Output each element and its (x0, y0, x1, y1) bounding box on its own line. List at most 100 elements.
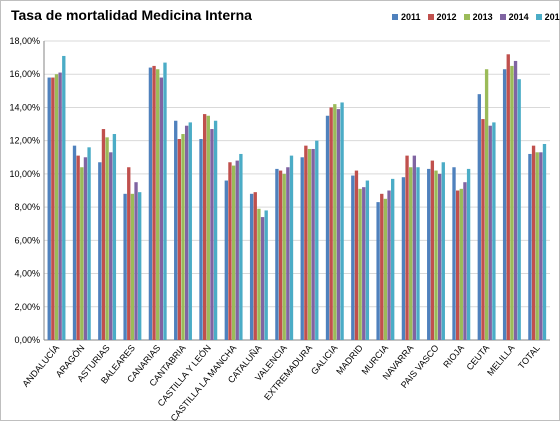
bar-2015-18 (517, 79, 521, 340)
bar-2013-19 (535, 152, 539, 340)
bar-2015-10 (315, 140, 319, 340)
bar-2015-1 (87, 147, 91, 340)
bar-2012-11 (329, 107, 333, 340)
bar-2012-5 (177, 139, 182, 340)
legend-label-2011: 2011 (401, 12, 421, 22)
bar-2014-6 (210, 129, 214, 340)
bar-2012-13 (380, 193, 384, 340)
legend-item-2011: 2011 (392, 12, 421, 22)
bar-2015-19 (542, 143, 547, 340)
bar-2013-16 (459, 188, 463, 340)
y-tick-label: 0,00% (14, 335, 40, 345)
legend-label-2014: 2014 (508, 12, 529, 22)
legend-swatch-2013 (463, 14, 470, 20)
bar-2014-19 (539, 152, 543, 340)
bar-2014-18 (513, 60, 518, 340)
bar-2011-4 (148, 67, 153, 341)
bar-2015-13 (391, 178, 395, 340)
legend-item-2015: 2015 (535, 12, 560, 22)
bar-2013-18 (510, 65, 514, 341)
bar-2013-0 (54, 74, 59, 340)
bar-2012-4 (152, 65, 156, 341)
bar-2012-15 (430, 160, 435, 340)
bar-2014-9 (286, 167, 290, 340)
legend-item-2012: 2012 (427, 12, 457, 22)
bar-2012-9 (278, 170, 283, 340)
legend-item-2013: 2013 (463, 12, 493, 22)
x-category-label: ANDALUCÍA (20, 343, 61, 389)
bar-2013-7 (231, 165, 236, 340)
legend-swatch-2011 (392, 14, 398, 20)
bar-2011-7 (224, 180, 228, 340)
y-tick-label: 4,00% (14, 269, 40, 279)
bar-2011-5 (174, 120, 178, 340)
bar-2012-12 (354, 170, 359, 340)
bar-2013-12 (358, 188, 362, 340)
bar-2013-5 (181, 134, 185, 340)
y-tick-label: 14,00% (9, 102, 40, 112)
bar-2014-10 (311, 148, 315, 340)
bar-2013-6 (206, 115, 210, 340)
legend-label-2012: 2012 (436, 12, 457, 22)
bar-2011-11 (325, 115, 330, 340)
bar-2012-14 (405, 155, 409, 340)
bar-2013-11 (333, 104, 337, 340)
bar-2011-18 (502, 69, 507, 340)
y-tick-label: 12,00% (9, 136, 40, 146)
bar-2011-16 (452, 167, 456, 340)
bar-2012-16 (455, 190, 460, 340)
bar-2014-2 (109, 152, 113, 340)
bar-2014-12 (362, 187, 366, 340)
bar-2011-9 (275, 168, 279, 340)
chart-legend: 2011 2012 2013 2014 2015 (392, 12, 560, 22)
bar-2012-1 (76, 155, 80, 340)
bar-2015-8 (264, 210, 268, 340)
y-tick-label: 18,00% (9, 36, 40, 46)
legend-label-2015: 2015 (544, 12, 560, 22)
bar-2015-6 (213, 120, 218, 340)
y-tick-label: 16,00% (9, 69, 40, 79)
bar-2011-2 (98, 162, 102, 340)
bar-2015-15 (441, 162, 445, 340)
bar-2012-0 (51, 77, 55, 341)
bar-2011-3 (123, 193, 127, 340)
bar-2013-2 (105, 137, 109, 340)
bar-2013-9 (282, 173, 286, 340)
bar-2014-3 (134, 182, 138, 340)
bar-2011-15 (427, 168, 431, 340)
legend-label-2013: 2013 (472, 12, 493, 22)
bar-2014-11 (336, 109, 341, 340)
bar-2014-5 (184, 125, 189, 340)
bar-2015-2 (112, 134, 117, 340)
bar-2011-14 (401, 177, 406, 340)
bar-2014-16 (463, 182, 467, 340)
bar-2011-19 (528, 153, 532, 340)
bar-2012-3 (127, 167, 131, 340)
bar-2015-5 (188, 122, 192, 341)
bar-2012-2 (101, 129, 106, 340)
bar-2013-17 (484, 69, 489, 340)
bar-2014-13 (387, 190, 391, 340)
x-category-label: EXTREMADURA (262, 343, 314, 402)
bar-2012-18 (506, 54, 510, 341)
bar-2014-7 (235, 160, 239, 340)
bar-2012-19 (531, 145, 536, 340)
bar-2012-10 (304, 145, 308, 340)
bar-2014-4 (159, 77, 164, 341)
bar-2015-0 (62, 55, 66, 340)
bar-2011-1 (72, 145, 77, 340)
legend-item-2014: 2014 (499, 12, 529, 22)
chart-title: Tasa de mortalidad Medicina Interna (11, 7, 252, 23)
bar-2013-3 (130, 193, 135, 340)
y-tick-label: 10,00% (9, 169, 40, 179)
bar-2013-15 (434, 170, 438, 340)
bar-2012-8 (253, 192, 257, 340)
x-category-label: RIOJA (441, 343, 466, 370)
bar-2014-17 (488, 125, 492, 340)
bar-2015-7 (239, 153, 243, 340)
bar-2011-0 (47, 77, 51, 341)
bar-2014-0 (58, 72, 62, 341)
bar-2015-4 (163, 62, 167, 340)
bar-2012-7 (228, 162, 232, 340)
